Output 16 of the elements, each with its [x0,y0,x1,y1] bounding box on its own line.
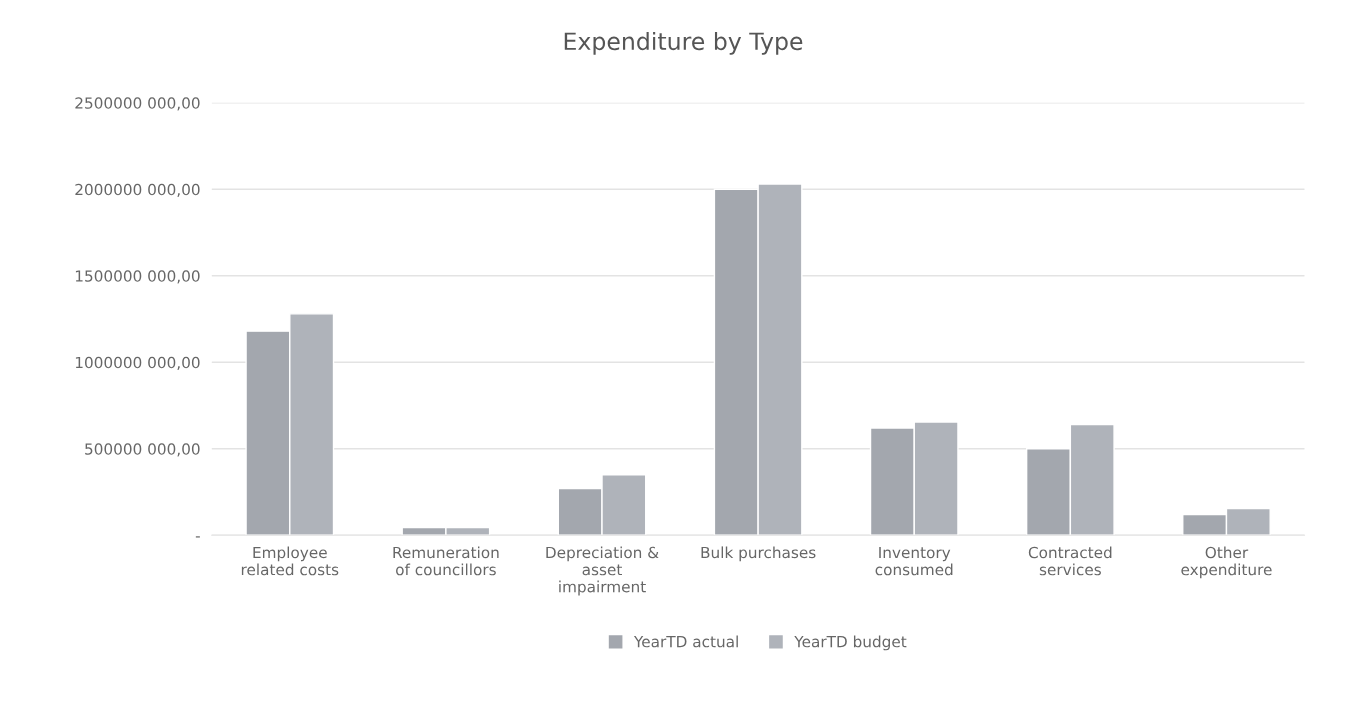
y-tick-label: - [195,536,200,538]
x-tick-label: Inventory consumed [875,546,953,576]
x-tick-label: Contracted services [1028,546,1112,576]
legend-label: YearTD budget [794,635,907,651]
y-tick-label: 500000 000,00 [85,443,200,457]
x-tick-label: Remuneration of councillors [393,546,499,576]
legend-label: YearTD actual [633,635,738,648]
x-tick-label: Bulk purchases [701,546,816,562]
x-tick-label: Employee related costs [241,546,339,576]
x-tick-label: Depreciation & asset impairment [546,546,659,596]
chart-title: Expenditure by Type [564,31,803,55]
y-tick-label: 1500000 000,00 [75,270,200,284]
y-tick-label: 1000000 000,00 [75,356,200,370]
y-tick-label: 2000000 000,00 [75,183,200,197]
x-tick-label: Other expenditure [1181,546,1272,579]
y-tick-label: 2500000 000,00 [75,97,200,111]
